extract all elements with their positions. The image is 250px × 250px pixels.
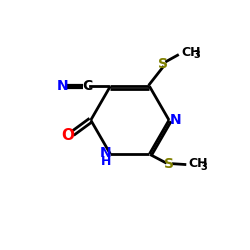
Text: N: N [56,79,68,93]
Text: H: H [101,155,111,168]
Text: S: S [164,157,174,171]
Text: 3: 3 [201,162,207,172]
Text: S: S [158,57,168,71]
Text: N: N [169,113,181,127]
Text: N: N [100,146,112,160]
Text: O: O [61,128,74,144]
Text: CH: CH [188,157,208,170]
Text: 3: 3 [194,50,200,60]
Text: CH: CH [181,46,201,59]
Text: C: C [83,79,93,93]
